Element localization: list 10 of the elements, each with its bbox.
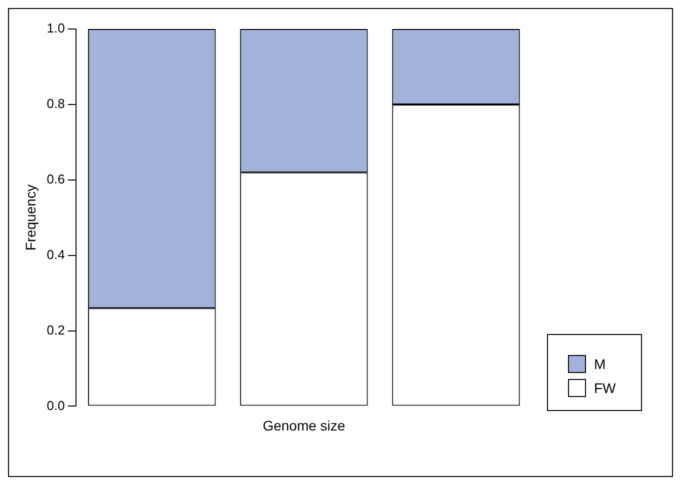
legend-label: M (594, 356, 606, 372)
y-tick-label: 1.0 (46, 20, 65, 36)
y-axis-title: Frequency (22, 184, 38, 251)
y-tick-label: 0.8 (46, 96, 65, 112)
y-tick-label: 0.4 (46, 246, 65, 262)
x-axis-title: Genome size (262, 417, 346, 434)
y-tick-label: 0.2 (46, 322, 65, 338)
y-tick-label: 0.6 (46, 171, 65, 186)
y-tick-label: 0.0 (46, 398, 65, 413)
text: FW (594, 380, 616, 396)
